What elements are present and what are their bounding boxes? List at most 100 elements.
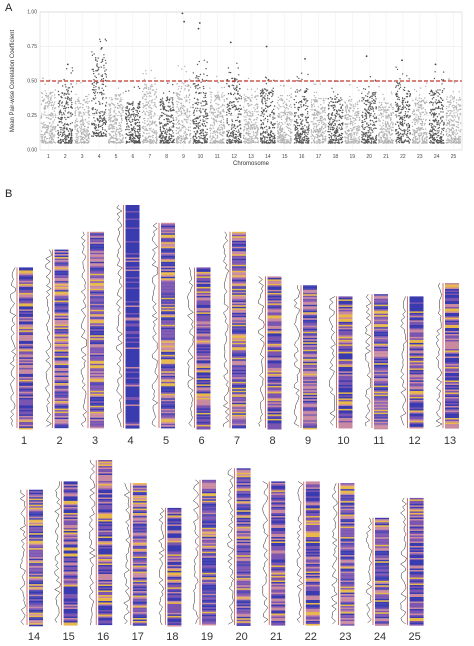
data-point bbox=[162, 130, 165, 132]
data-point bbox=[332, 139, 335, 141]
data-point bbox=[70, 142, 72, 144]
data-point bbox=[196, 101, 198, 104]
data-point bbox=[302, 119, 304, 121]
data-point bbox=[148, 115, 150, 117]
data-point bbox=[231, 77, 233, 80]
data-point bbox=[48, 103, 50, 105]
data-point bbox=[375, 98, 377, 100]
data-point bbox=[120, 125, 122, 128]
data-point bbox=[306, 139, 308, 142]
data-point bbox=[196, 130, 198, 132]
data-point bbox=[363, 128, 366, 131]
data-point bbox=[50, 114, 52, 117]
data-point bbox=[180, 85, 183, 88]
data-point bbox=[375, 91, 377, 94]
data-point bbox=[280, 106, 282, 108]
data-point bbox=[172, 135, 175, 137]
data-point bbox=[125, 112, 127, 115]
data-point bbox=[210, 140, 212, 142]
data-point bbox=[245, 95, 247, 98]
data-point bbox=[128, 118, 130, 121]
data-point bbox=[71, 134, 73, 136]
data-point bbox=[295, 101, 298, 104]
data-point bbox=[86, 142, 89, 144]
data-point bbox=[295, 120, 298, 123]
data-point bbox=[370, 137, 372, 140]
data-point bbox=[101, 120, 104, 122]
data-point bbox=[334, 95, 336, 97]
data-point bbox=[269, 91, 271, 93]
data-point bbox=[180, 128, 182, 131]
data-point bbox=[101, 135, 104, 137]
data-point bbox=[247, 139, 249, 141]
data-point bbox=[203, 139, 206, 141]
data-point bbox=[159, 98, 162, 101]
data-point bbox=[215, 94, 218, 97]
data-point bbox=[341, 124, 344, 126]
data-point bbox=[198, 92, 201, 94]
data-point bbox=[382, 122, 384, 124]
data-point bbox=[111, 102, 113, 104]
data-point bbox=[40, 115, 43, 117]
data-point bbox=[57, 102, 60, 105]
data-point bbox=[51, 95, 53, 97]
data-point bbox=[101, 127, 104, 129]
data-point bbox=[109, 109, 112, 111]
data-point bbox=[117, 141, 119, 144]
data-point bbox=[193, 97, 196, 100]
data-point bbox=[166, 98, 169, 100]
data-point bbox=[57, 130, 59, 132]
data-point bbox=[331, 98, 333, 100]
data-point bbox=[199, 73, 202, 76]
data-point bbox=[314, 109, 317, 112]
data-point bbox=[103, 116, 106, 119]
data-point bbox=[53, 136, 55, 138]
data-point bbox=[171, 137, 173, 140]
data-point bbox=[193, 109, 196, 111]
data-point bbox=[239, 87, 241, 90]
data-point bbox=[260, 95, 262, 97]
data-point bbox=[168, 106, 170, 108]
data-point bbox=[248, 105, 250, 107]
data-point bbox=[209, 111, 211, 113]
data-point bbox=[385, 142, 387, 144]
data-point bbox=[74, 126, 76, 128]
data-point bbox=[48, 138, 51, 140]
data-point bbox=[404, 111, 407, 113]
data-point bbox=[184, 87, 186, 90]
data-point bbox=[374, 102, 376, 105]
data-point bbox=[103, 111, 105, 113]
data-point bbox=[265, 77, 268, 79]
data-point bbox=[49, 134, 51, 136]
data-point bbox=[328, 134, 330, 136]
data-point bbox=[304, 109, 307, 111]
data-point bbox=[59, 133, 62, 136]
data-point bbox=[315, 113, 317, 116]
data-point bbox=[314, 96, 317, 99]
data-point bbox=[257, 140, 259, 142]
data-point bbox=[198, 60, 200, 63]
data-point bbox=[215, 108, 217, 110]
data-point bbox=[247, 128, 249, 130]
data-point bbox=[86, 95, 88, 98]
data-point bbox=[226, 130, 228, 132]
data-point bbox=[217, 107, 220, 110]
data-point bbox=[104, 79, 107, 82]
data-point bbox=[314, 131, 317, 133]
data-point bbox=[406, 132, 409, 135]
data-point bbox=[271, 89, 273, 92]
data-point bbox=[160, 137, 162, 140]
data-point bbox=[341, 99, 343, 101]
data-point bbox=[269, 141, 272, 144]
data-point bbox=[358, 89, 360, 92]
data-point bbox=[223, 124, 225, 127]
data-point bbox=[77, 138, 79, 140]
data-point bbox=[61, 135, 64, 137]
data-point bbox=[166, 96, 169, 98]
data-point bbox=[239, 124, 242, 126]
data-point bbox=[213, 118, 215, 120]
data-point bbox=[98, 100, 100, 103]
data-point bbox=[220, 123, 222, 126]
data-point bbox=[96, 112, 98, 115]
data-point bbox=[361, 120, 363, 122]
